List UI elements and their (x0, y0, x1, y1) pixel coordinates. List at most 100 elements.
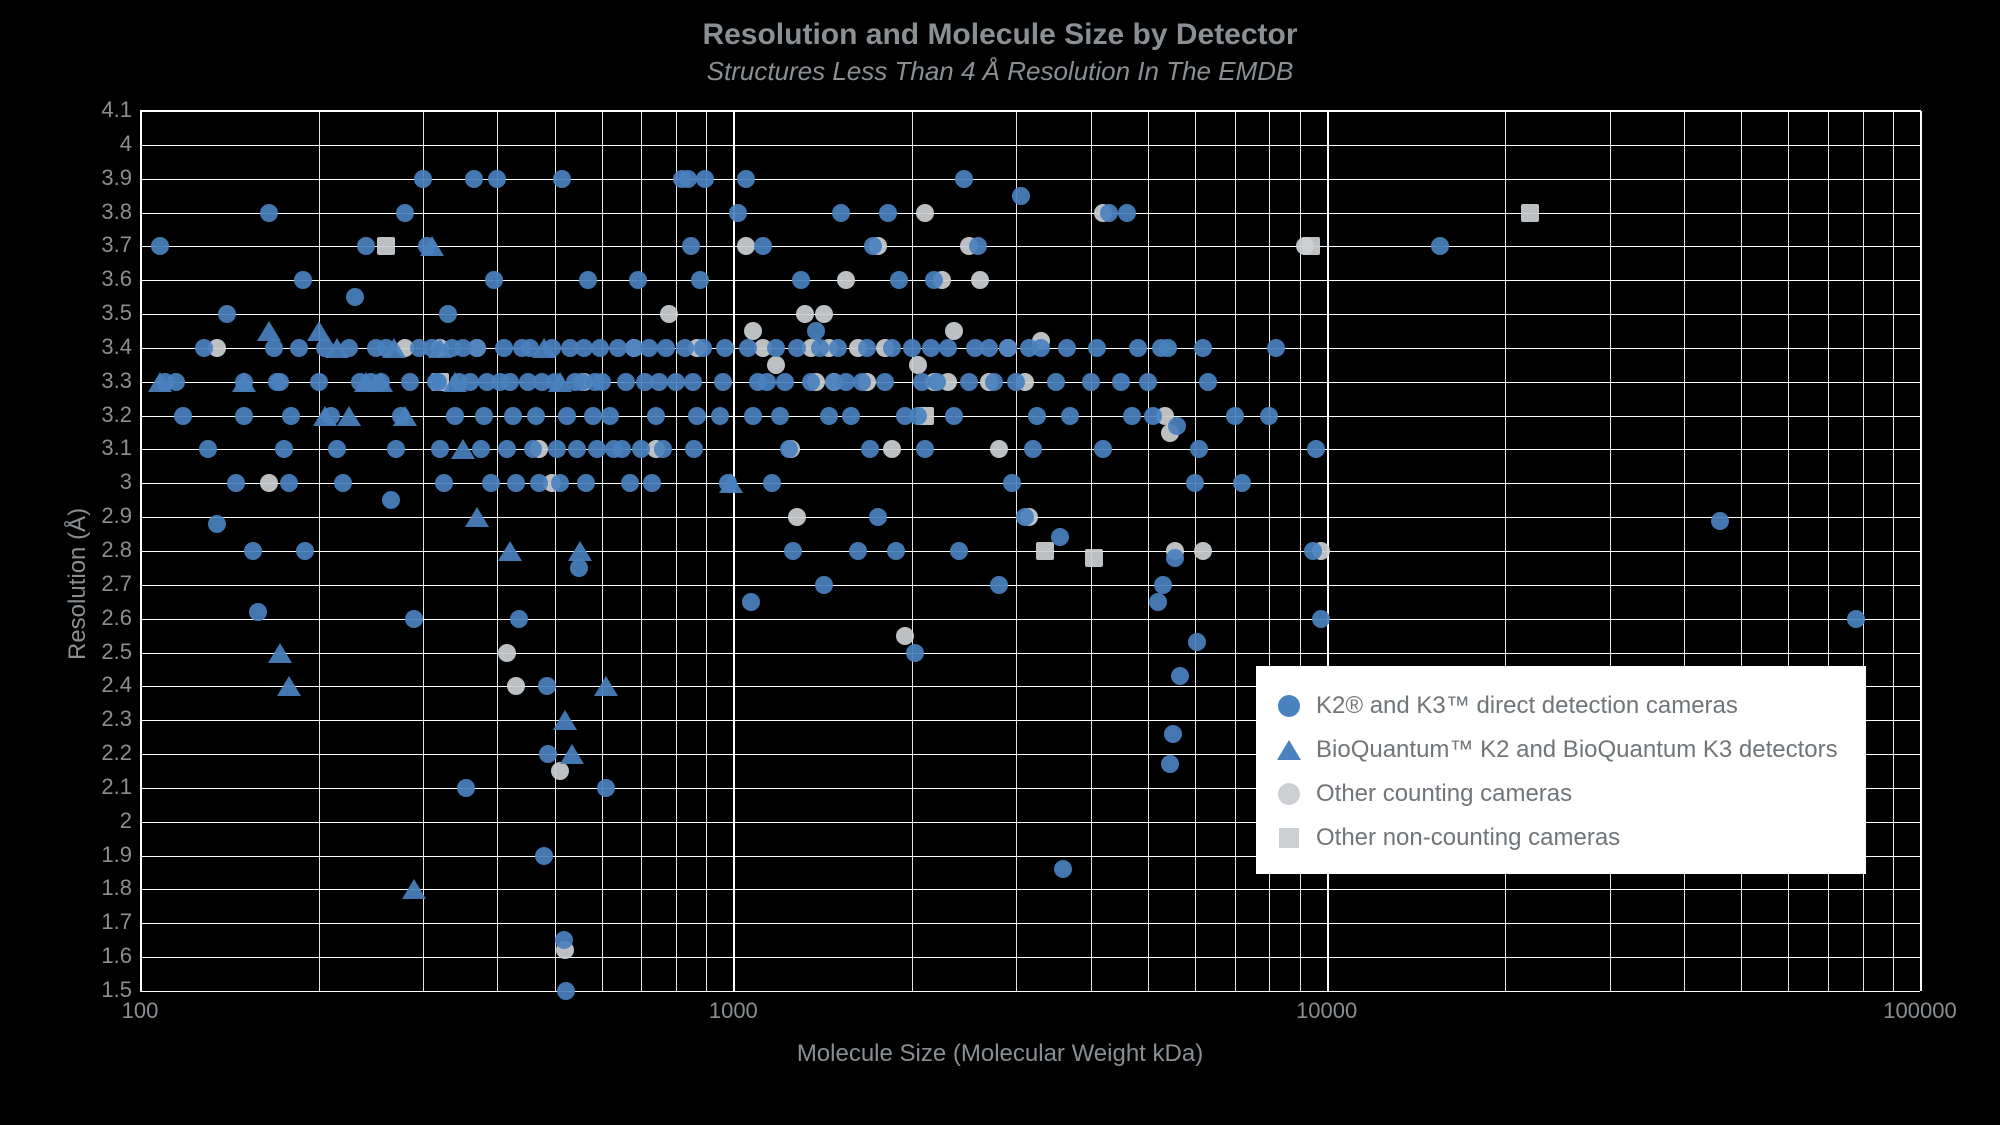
data-point (657, 339, 675, 357)
chart-subtitle: Structures Less Than 4 Å Resolution In T… (0, 56, 2000, 87)
data-point (780, 440, 798, 458)
grid-h (140, 145, 1920, 146)
y-tick: 1.6 (12, 943, 132, 969)
data-point (837, 271, 855, 289)
data-point (676, 339, 694, 357)
data-point (876, 373, 894, 391)
grid-v-major (140, 111, 142, 991)
data-point (640, 339, 658, 357)
data-point (539, 745, 557, 763)
data-point (465, 507, 489, 527)
data-point (498, 644, 516, 662)
data-point (507, 677, 525, 695)
x-axis-label: Molecule Size (Molecular Weight kDa) (0, 1040, 2000, 1068)
data-point (849, 542, 867, 560)
data-point (1012, 187, 1030, 205)
data-point (945, 407, 963, 425)
data-point (788, 508, 806, 526)
data-point (1085, 549, 1103, 567)
data-point (1144, 407, 1162, 425)
data-point (842, 407, 860, 425)
y-tick: 3.7 (12, 232, 132, 258)
data-point (510, 610, 528, 628)
data-point (461, 373, 479, 391)
data-point (551, 474, 569, 492)
data-point (594, 676, 618, 696)
data-point (414, 170, 432, 188)
y-tick: 3.4 (12, 334, 132, 360)
data-point (568, 440, 586, 458)
data-point (1847, 610, 1865, 628)
data-point (501, 373, 519, 391)
data-point (864, 237, 882, 255)
y-tick: 1.8 (12, 875, 132, 901)
data-point (1118, 204, 1136, 222)
data-point (316, 339, 334, 357)
data-point (401, 373, 419, 391)
data-point (650, 373, 668, 391)
grid-h (140, 585, 1920, 586)
data-point (684, 373, 702, 391)
data-point (719, 474, 737, 492)
data-point (990, 576, 1008, 594)
data-point (617, 373, 635, 391)
data-point (763, 474, 781, 492)
data-point (969, 237, 987, 255)
grid-v-minor (319, 111, 320, 991)
data-point (282, 407, 300, 425)
y-tick: 3.9 (12, 165, 132, 191)
legend-marker-icon (1276, 737, 1302, 763)
data-point (340, 339, 358, 357)
y-tick: 3.3 (12, 368, 132, 394)
data-point (716, 339, 734, 357)
data-point (1082, 373, 1100, 391)
data-point (507, 474, 525, 492)
legend-label: Other non-counting cameras (1316, 824, 1620, 852)
data-point (771, 407, 789, 425)
data-point (767, 339, 785, 357)
data-point (377, 339, 395, 357)
data-point (1431, 237, 1449, 255)
grid-v-minor (602, 111, 603, 991)
grid-h (140, 923, 1920, 924)
data-point (1028, 407, 1046, 425)
data-point (621, 474, 639, 492)
data-point (1166, 549, 1184, 567)
data-point (423, 339, 441, 357)
data-point (439, 305, 457, 323)
data-point (696, 170, 714, 188)
data-point (767, 356, 785, 374)
data-point (629, 271, 647, 289)
y-tick: 3.2 (12, 402, 132, 428)
data-point (1003, 474, 1021, 492)
data-point (815, 305, 833, 323)
data-point (377, 237, 395, 255)
data-point (1226, 407, 1244, 425)
data-point (334, 474, 352, 492)
y-tick: 3.5 (12, 300, 132, 326)
data-point (776, 373, 794, 391)
data-point (597, 779, 615, 797)
grid-h (140, 991, 1920, 992)
data-point (688, 407, 706, 425)
y-tick: 2.7 (12, 571, 132, 597)
data-point (744, 322, 762, 340)
data-point (527, 407, 545, 425)
data-point (524, 440, 542, 458)
data-point (382, 491, 400, 509)
data-point (504, 407, 522, 425)
y-tick: 2.5 (12, 639, 132, 665)
data-point (498, 440, 516, 458)
data-point (465, 170, 483, 188)
data-point (922, 339, 940, 357)
data-point (887, 542, 905, 560)
data-point (1521, 204, 1539, 222)
data-point (579, 271, 597, 289)
data-point (879, 204, 897, 222)
data-point (548, 440, 566, 458)
data-point (660, 305, 678, 323)
data-point (265, 339, 283, 357)
data-point (758, 373, 776, 391)
data-point (1168, 417, 1186, 435)
data-point (235, 407, 253, 425)
